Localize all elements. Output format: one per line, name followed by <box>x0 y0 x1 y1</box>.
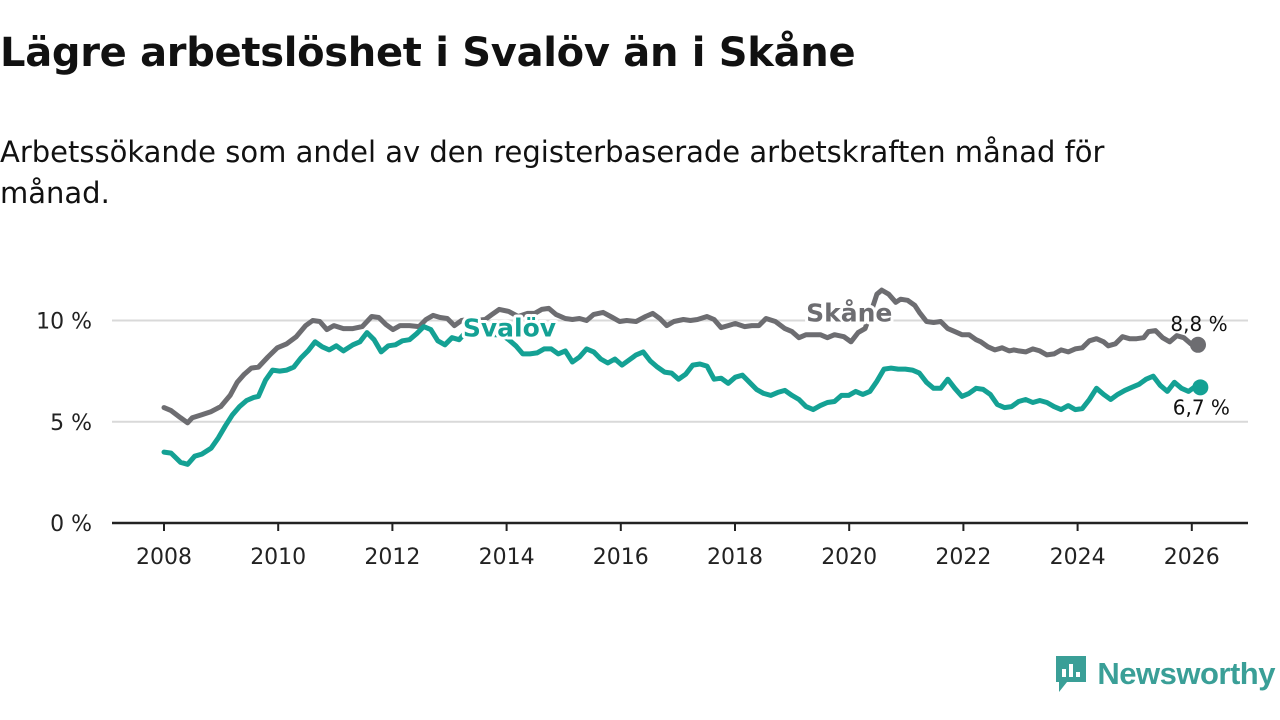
y-tick-label-0: 0 % <box>50 512 92 537</box>
newsworthy-logo-icon <box>1056 656 1087 692</box>
end-point-skane <box>1190 336 1207 353</box>
series-line-svalov <box>161 324 1203 467</box>
end-label-svalov: 6,7 % <box>1173 395 1230 419</box>
y-tick-label-10: 10 % <box>36 310 92 335</box>
x-tick-label-2016: 2016 <box>593 545 649 570</box>
series-label-skane: Skåne <box>806 299 892 328</box>
brand-name: Newsworthy <box>1097 656 1275 691</box>
x-tick-label-2020: 2020 <box>821 545 877 570</box>
series-label-svalov: Svalöv <box>463 314 556 343</box>
series-line-skane <box>161 287 1201 426</box>
x-tick-label-2018: 2018 <box>707 545 763 570</box>
x-tick-label-2012: 2012 <box>364 545 420 570</box>
series-lines <box>161 287 1209 467</box>
chart-title: Lägre arbetslöshet i Svalöv än i Skåne <box>0 30 856 76</box>
x-tick-label-2022: 2022 <box>935 545 991 570</box>
end-point-svalov <box>1192 379 1209 396</box>
x-tick-label-2026: 2026 <box>1164 545 1220 570</box>
x-tick-label-2008: 2008 <box>136 545 192 570</box>
end-label-skane: 8,8 % <box>1170 312 1227 336</box>
labels: 0 % 5 % 10 % 2008 2010 2012 2014 2016 2018 2020 20… <box>36 296 1230 570</box>
y-tick-label-5: 5 % <box>50 411 92 436</box>
chart-subtitle: Arbetssökande som andel av den registerb… <box>0 135 1105 210</box>
axes <box>112 521 1248 531</box>
newsworthy-brand: Newsworthy <box>1053 654 1275 694</box>
x-tick-label-2024: 2024 <box>1050 545 1106 570</box>
x-tick-label-2014: 2014 <box>479 545 535 570</box>
x-tick-label-2010: 2010 <box>250 545 306 570</box>
